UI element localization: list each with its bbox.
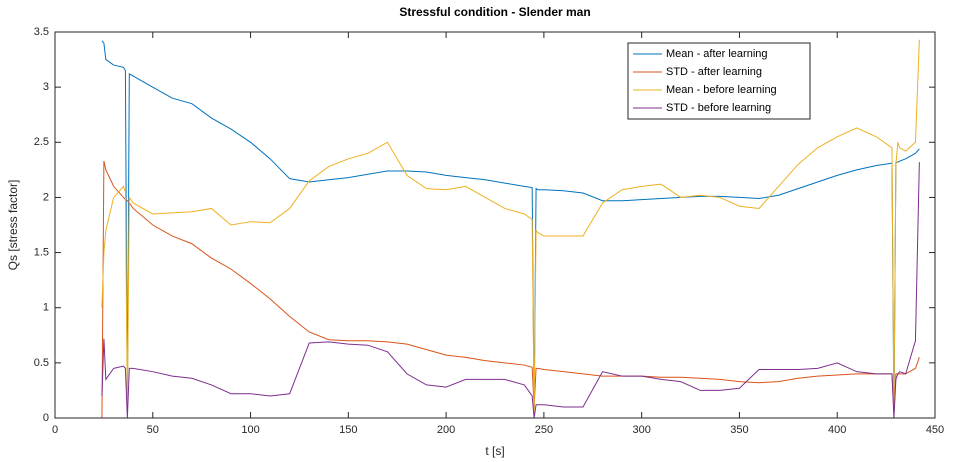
series-line <box>101 162 920 419</box>
y-axis-label: Qs [stress factor] <box>6 180 20 271</box>
x-axis-label: t [s] <box>485 444 504 458</box>
legend-box <box>627 42 811 120</box>
x-tick-label: 150 <box>339 424 357 436</box>
legend-label: Mean - after learning <box>666 48 768 60</box>
y-tick-label: 2 <box>43 191 49 203</box>
y-tick-label: 3.5 <box>34 26 49 38</box>
x-tick-label: 300 <box>632 424 650 436</box>
y-tick-label: 0.5 <box>34 357 49 369</box>
y-tick-label: 1 <box>43 302 49 314</box>
chart-title: Stressful condition - Slender man <box>399 5 590 19</box>
y-tick-label: 3 <box>43 81 49 93</box>
x-tick-label: 250 <box>535 424 553 436</box>
x-tick-label: 0 <box>52 424 58 436</box>
legend-label: Mean - before learning <box>666 84 777 96</box>
axes-box <box>54 31 936 419</box>
x-tick-label: 200 <box>437 424 455 436</box>
y-tick-label: 1.5 <box>34 246 49 258</box>
series-line <box>101 39 920 413</box>
x-tick-label: 50 <box>147 424 159 436</box>
y-tick-label: 0 <box>43 412 49 424</box>
x-tick-label: 350 <box>730 424 748 436</box>
series-line <box>101 40 920 419</box>
x-tick-label: 450 <box>926 424 944 436</box>
x-tick-label: 400 <box>828 424 846 436</box>
series-line <box>101 160 920 419</box>
x-tick-label: 100 <box>241 424 259 436</box>
legend-label: STD - before learning <box>666 102 771 114</box>
legend-label: STD - after learning <box>666 66 762 78</box>
y-tick-label: 2.5 <box>34 136 49 148</box>
